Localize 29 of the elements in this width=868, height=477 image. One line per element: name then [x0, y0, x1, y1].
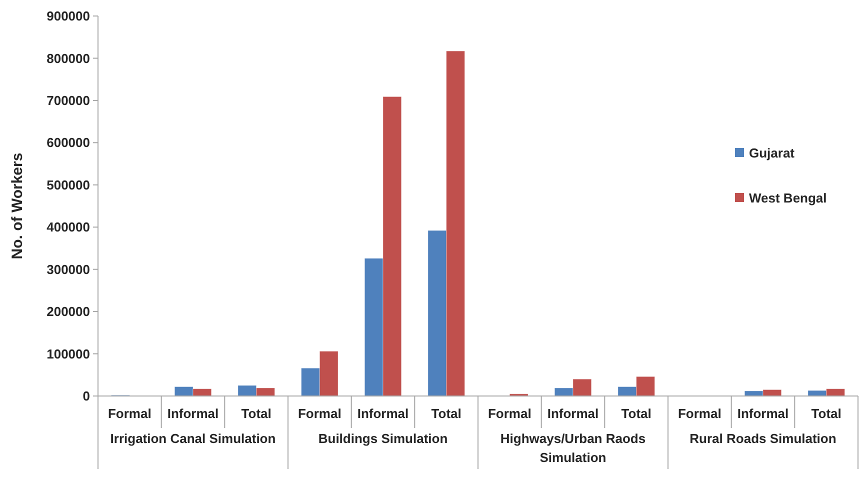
text: Rural Roads Simulation — [690, 431, 836, 446]
x-tick-label: Total — [811, 406, 842, 421]
y-tick-label: 0 — [82, 388, 90, 404]
text: Irrigation Canal Simulation — [110, 431, 276, 446]
x-tick-label: Informal — [737, 406, 789, 421]
x-tick-label: Total — [241, 406, 272, 421]
y-tick-label: 900000 — [46, 8, 90, 24]
y-tick-label: 700000 — [46, 92, 90, 108]
x-tick-label: Informal — [547, 406, 599, 421]
y-axis-title: No. of Workers — [9, 152, 26, 260]
y-tick-label: 800000 — [46, 50, 90, 66]
x-tick-label: Formal — [108, 406, 152, 421]
text: Buildings Simulation — [318, 431, 448, 446]
x-tick-label: Informal — [357, 406, 409, 421]
y-tick-label: 200000 — [46, 304, 90, 320]
y-tick-label: 500000 — [46, 177, 90, 192]
x-tick-label: Total — [431, 406, 462, 421]
y-tick-label: 400000 — [46, 220, 90, 235]
x-tick-label: Formal — [488, 406, 532, 421]
x-tick-label: Informal — [167, 406, 219, 421]
y-tick-label: 300000 — [46, 262, 90, 277]
legend-label: Gujarat — [749, 146, 796, 161]
y-tick-label: 100000 — [46, 346, 90, 362]
y-tick-label: 600000 — [46, 135, 90, 150]
text: Highways/Urban Raods Simulation — [500, 431, 646, 465]
x-tick-label: Total — [621, 406, 652, 421]
x-tick-label: Formal — [298, 406, 342, 421]
x-tick-label: Formal — [678, 406, 722, 421]
legend-label: West Bengal — [749, 190, 827, 206]
